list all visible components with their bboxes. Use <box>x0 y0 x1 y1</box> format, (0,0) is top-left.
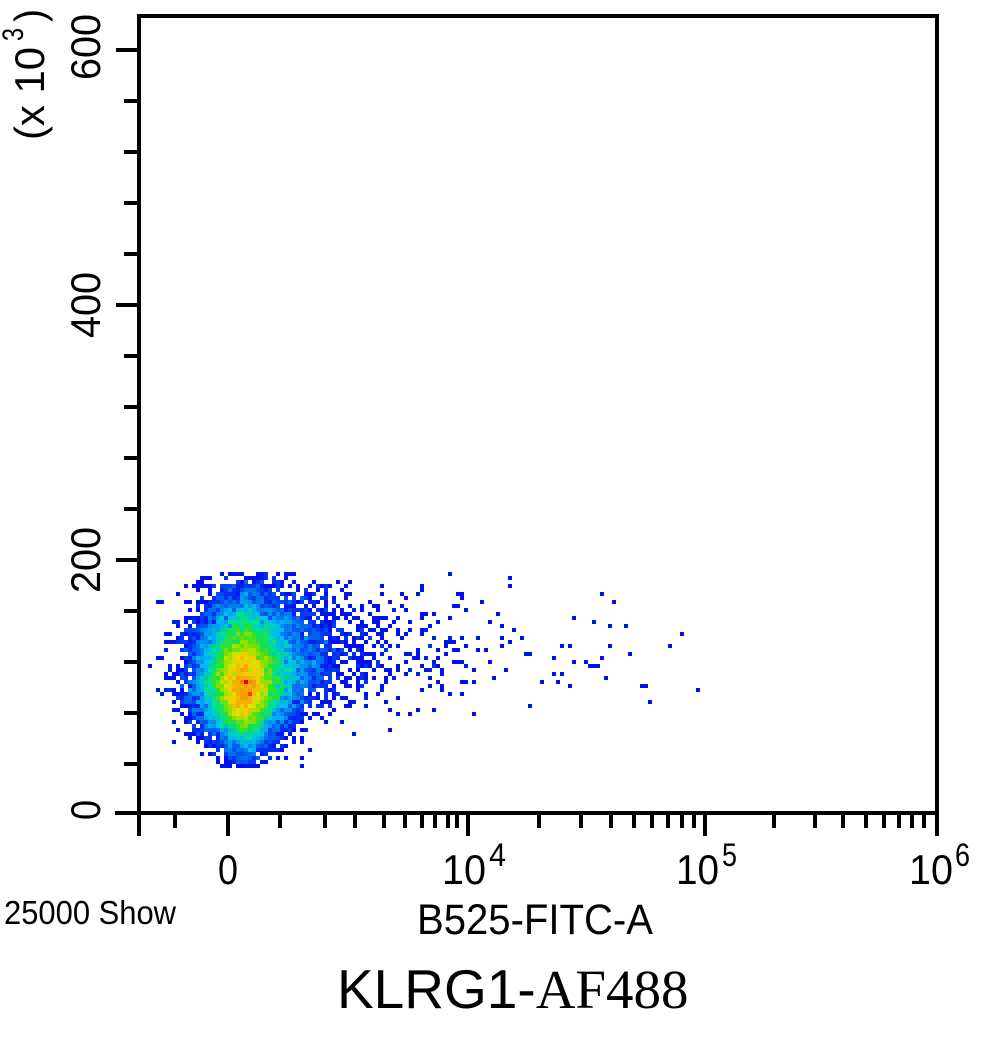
svg-text:4: 4 <box>489 837 506 873</box>
svg-text:600: 600 <box>62 14 109 80</box>
svg-text:10: 10 <box>909 846 953 893</box>
svg-text:10: 10 <box>676 846 719 893</box>
svg-text:5: 5 <box>722 837 737 873</box>
svg-text:0: 0 <box>62 800 109 820</box>
svg-text:25000 Show: 25000 Show <box>4 894 176 931</box>
svg-text:(x 10: (x 10 <box>6 47 53 140</box>
svg-text:400: 400 <box>62 272 109 338</box>
svg-text:B525-FITC-A: B525-FITC-A <box>417 896 653 944</box>
svg-text:): ) <box>6 9 53 22</box>
svg-text:6: 6 <box>955 837 970 873</box>
svg-text:3: 3 <box>0 28 30 41</box>
svg-text:200: 200 <box>62 527 109 593</box>
svg-text:0: 0 <box>218 846 238 893</box>
svg-text:KLRG1-AF488: KLRG1-AF488 <box>337 958 689 1020</box>
svg-text:10: 10 <box>442 846 486 893</box>
